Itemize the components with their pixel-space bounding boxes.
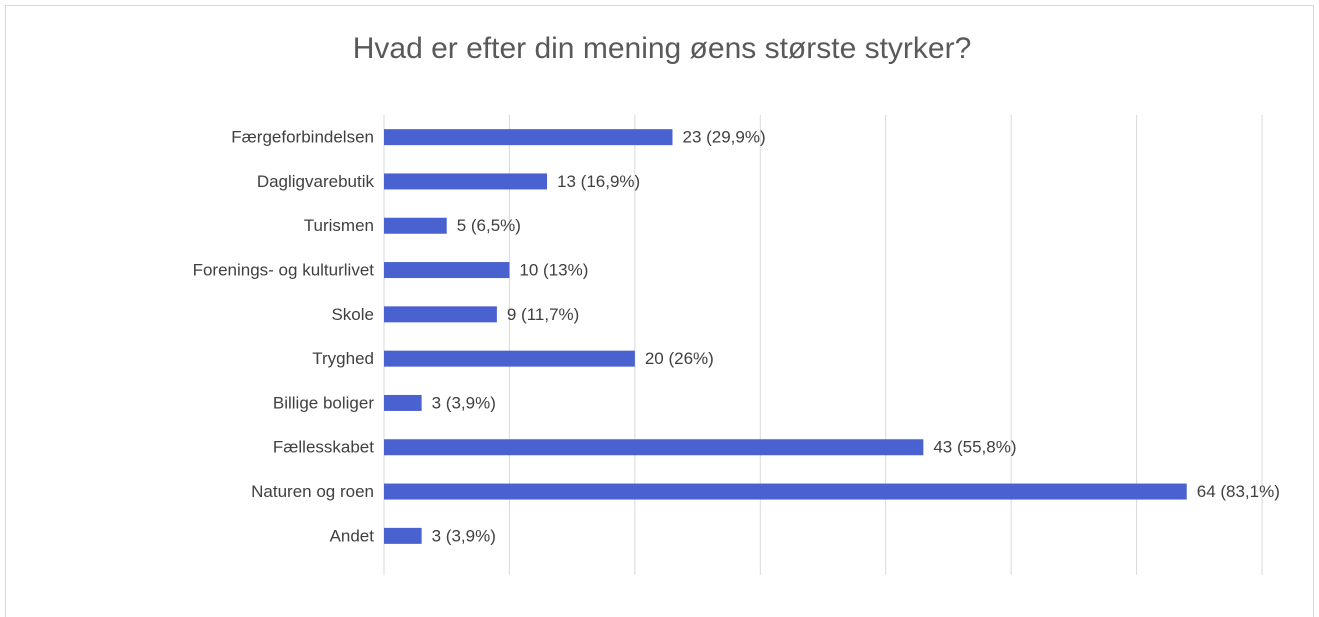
y-tick-label: Fællesskabet xyxy=(273,438,374,457)
bar xyxy=(384,262,510,279)
y-tick-label: Færgeforbindelsen xyxy=(231,128,374,147)
bar xyxy=(384,350,635,367)
bar xyxy=(384,394,422,411)
data-label: 20 (26%) xyxy=(645,349,714,368)
data-label: 64 (83,1%) xyxy=(1197,482,1280,501)
data-label: 13 (16,9%) xyxy=(557,172,640,191)
data-label: 3 (3,9%) xyxy=(432,526,496,545)
y-tick-label: Skole xyxy=(331,305,374,324)
data-label: 5 (6,5%) xyxy=(457,216,521,235)
bar xyxy=(384,129,673,146)
y-tick-label: Andet xyxy=(330,526,375,545)
bar xyxy=(384,217,447,234)
chart-title: Hvad er efter din mening øens største st… xyxy=(353,32,972,65)
y-tick-label: Turismen xyxy=(304,216,374,235)
y-tick-label: Dagligvarebutik xyxy=(257,172,375,191)
bar xyxy=(384,173,548,190)
bar xyxy=(384,527,422,544)
data-label: 9 (11,7%) xyxy=(507,305,579,324)
y-tick-label: Billige boliger xyxy=(273,393,374,412)
data-label: 43 (55,8%) xyxy=(933,438,1016,457)
bar xyxy=(384,439,924,456)
bar xyxy=(384,483,1187,500)
y-tick-label: Naturen og roen xyxy=(251,482,374,501)
y-tick-label: Tryghed xyxy=(312,349,374,368)
chart-border xyxy=(5,5,1314,617)
data-label: 23 (29,9%) xyxy=(682,128,765,147)
bar xyxy=(384,306,497,323)
y-tick-label: Forenings- og kulturlivet xyxy=(193,261,375,280)
data-label: 10 (13%) xyxy=(519,261,588,280)
data-label: 3 (3,9%) xyxy=(432,393,496,412)
